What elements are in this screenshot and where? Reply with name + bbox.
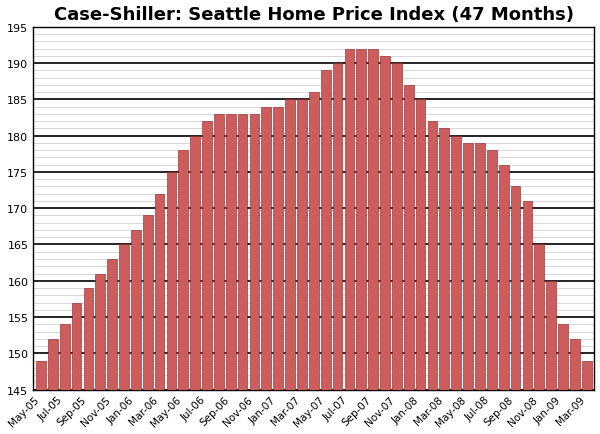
Bar (535, 245, 544, 434)
Bar (131, 230, 140, 434)
Bar (178, 151, 188, 434)
Bar (511, 187, 520, 434)
Bar (582, 361, 592, 434)
Title: Case-Shiller: Seattle Home Price Index (47 Months): Case-Shiller: Seattle Home Price Index (… (54, 6, 574, 23)
Bar (499, 165, 509, 434)
Bar (570, 339, 580, 434)
Bar (344, 49, 354, 434)
Bar (546, 281, 556, 434)
Bar (404, 86, 413, 434)
Bar (309, 93, 319, 434)
Bar (475, 144, 485, 434)
Bar (416, 100, 425, 434)
Bar (36, 361, 46, 434)
Bar (190, 136, 200, 434)
Bar (368, 49, 378, 434)
Bar (285, 100, 295, 434)
Bar (487, 151, 497, 434)
Bar (451, 136, 461, 434)
Bar (558, 325, 568, 434)
Bar (167, 173, 176, 434)
Bar (463, 144, 473, 434)
Bar (202, 122, 212, 434)
Bar (321, 71, 331, 434)
Bar (523, 201, 532, 434)
Bar (71, 303, 82, 434)
Bar (95, 274, 105, 434)
Bar (356, 49, 366, 434)
Bar (392, 64, 402, 434)
Bar (428, 122, 437, 434)
Bar (297, 100, 307, 434)
Bar (439, 129, 449, 434)
Bar (274, 108, 283, 434)
Bar (238, 115, 247, 434)
Bar (332, 64, 343, 434)
Bar (380, 57, 390, 434)
Bar (262, 108, 271, 434)
Bar (143, 216, 152, 434)
Bar (83, 288, 93, 434)
Bar (48, 339, 58, 434)
Bar (60, 325, 70, 434)
Bar (214, 115, 224, 434)
Bar (226, 115, 236, 434)
Bar (119, 245, 129, 434)
Bar (250, 115, 259, 434)
Bar (155, 194, 164, 434)
Bar (107, 260, 117, 434)
